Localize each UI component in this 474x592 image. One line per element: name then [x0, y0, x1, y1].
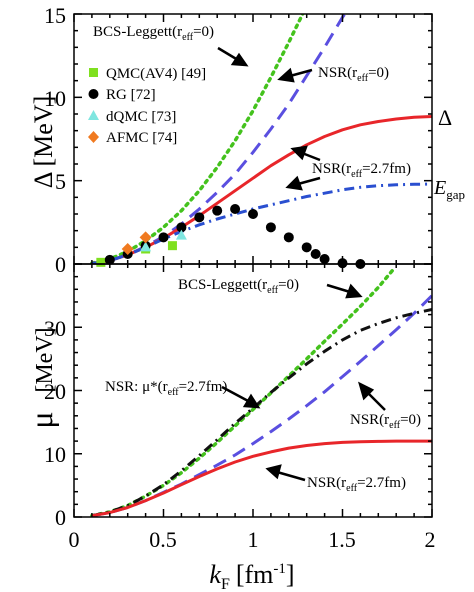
data-point-circle [230, 204, 241, 214]
legend-swatch-qmc [89, 68, 98, 77]
data-point-circle [310, 249, 321, 259]
arrow-nsr27-bottom [276, 470, 306, 482]
x-axis-label-sub: F [221, 576, 230, 592]
legend-swatch-dqmc [88, 110, 99, 120]
annotation-nsr0-top: NSR(reff=0) [318, 65, 389, 84]
data-point-circle [301, 242, 312, 253]
data-point-circle [194, 212, 205, 223]
annotation-arrows [217, 46, 386, 482]
arrowhead [285, 175, 303, 191]
data-point-diamond [139, 231, 152, 244]
top-y-axis-label: Δ [MeV] [29, 96, 58, 189]
arrow-bcs-top [217, 46, 239, 62]
x-axis-label-unit: [fm [236, 560, 274, 589]
annotation-nsrmu: NSR: μ*(reff=2.7fm) [105, 379, 227, 398]
data-point-square [96, 257, 106, 267]
top-ytick-label: 5 [55, 169, 66, 194]
bottom-ytick-label: 10 [44, 442, 66, 467]
legend-label-qmc: QMC(AV4) [49] [106, 66, 206, 82]
x-axis-label-k: k [209, 560, 221, 589]
x-axis-label: kF [fm-1] [209, 560, 294, 592]
legend-swatch-rg [88, 89, 99, 99]
bottom-ytick-label: 0 [55, 505, 66, 530]
arrow-nsr0-bottom [366, 391, 386, 411]
top-annotations: BCS-Leggett(reff=0) NSR(reff=0) NSR(reff… [93, 24, 465, 202]
data-point-triangle [140, 241, 152, 252]
annotation-nsr0-bottom: NSR(reff=0) [350, 412, 421, 431]
data-point-circle [283, 232, 294, 243]
xtick-label: 1.5 [328, 527, 356, 552]
arrowhead [265, 464, 282, 480]
xtick-label: 0.5 [149, 527, 177, 552]
bottom-ytick-label: 30 [44, 316, 66, 341]
top-ytick-label: 10 [44, 86, 66, 111]
arrow-nsrmu [221, 385, 251, 404]
top-ytick-label: 15 [44, 3, 66, 28]
annotation-bcs-bottom: BCS-Leggett(reff=0) [178, 277, 299, 296]
bottom-panel-series [90, 268, 432, 517]
data-point-circle [248, 209, 258, 219]
data-point-circle [176, 222, 187, 233]
top-panel-markers [96, 204, 366, 269]
arrow-nsr27-egap [297, 176, 321, 186]
arrowhead [277, 67, 295, 83]
legend-label-rg: RG [72] [106, 87, 156, 103]
legend-label-dqmc: dQMC [73] [106, 109, 176, 125]
annotation-nsr27-top: NSR(reff=2.7fm) [312, 161, 411, 180]
data-point-circle [212, 205, 223, 216]
data-point-circle [319, 254, 330, 264]
data-point-triangle [175, 229, 187, 240]
bottom-series-line-2 [91, 308, 432, 517]
data-point-square [167, 241, 177, 251]
arrow-nsr27-delta [301, 151, 321, 162]
data-point-circle [104, 254, 115, 265]
top-ytick-label: 0 [55, 252, 66, 277]
data-point-diamond [121, 243, 134, 255]
arrowhead [290, 145, 308, 161]
legend-swatch-afmc [88, 131, 99, 143]
xtick-label: 2 [425, 527, 436, 552]
annotation-delta: Δ [438, 105, 452, 130]
bottom-series-line-3 [91, 439, 432, 517]
data-point-circle [265, 222, 276, 233]
bottom-series-line-1 [91, 294, 432, 517]
annotation-nsr27-bottom: NSR(reff=2.7fm) [307, 475, 406, 494]
annotation-egap: Egap [433, 177, 465, 202]
arrowhead [242, 393, 261, 409]
top-legend: QMC(AV4) [49] RG [72] dQMC [73] AFMC [74… [88, 66, 206, 146]
xtick-label: 1 [248, 527, 259, 552]
arrow-bcs-bottom [326, 283, 351, 294]
arrowhead [358, 381, 375, 401]
bottom-y-axis-label-symbol: μ [23, 411, 59, 428]
arrow-nsr0-top [289, 68, 313, 78]
bottom-annotations: BCS-Leggett(reff=0) NSR: μ*(reff=2.7fm) … [105, 277, 421, 494]
x-axis-label-sup: -1 [273, 561, 286, 577]
legend-label-afmc: AFMC [74] [106, 130, 177, 146]
xtick-label: 0 [69, 527, 80, 552]
arrowhead [230, 52, 249, 67]
annotation-bcs-top: BCS-Leggett(reff=0) [93, 24, 214, 43]
x-axis-label-close: ] [286, 560, 295, 589]
bottom-y-axis-label-unit: [MeV] [32, 327, 58, 392]
axis-ticks [73, 13, 433, 518]
arrowhead [345, 283, 363, 299]
bottom-ytick-label: 20 [44, 379, 66, 404]
data-point-circle [158, 232, 169, 243]
